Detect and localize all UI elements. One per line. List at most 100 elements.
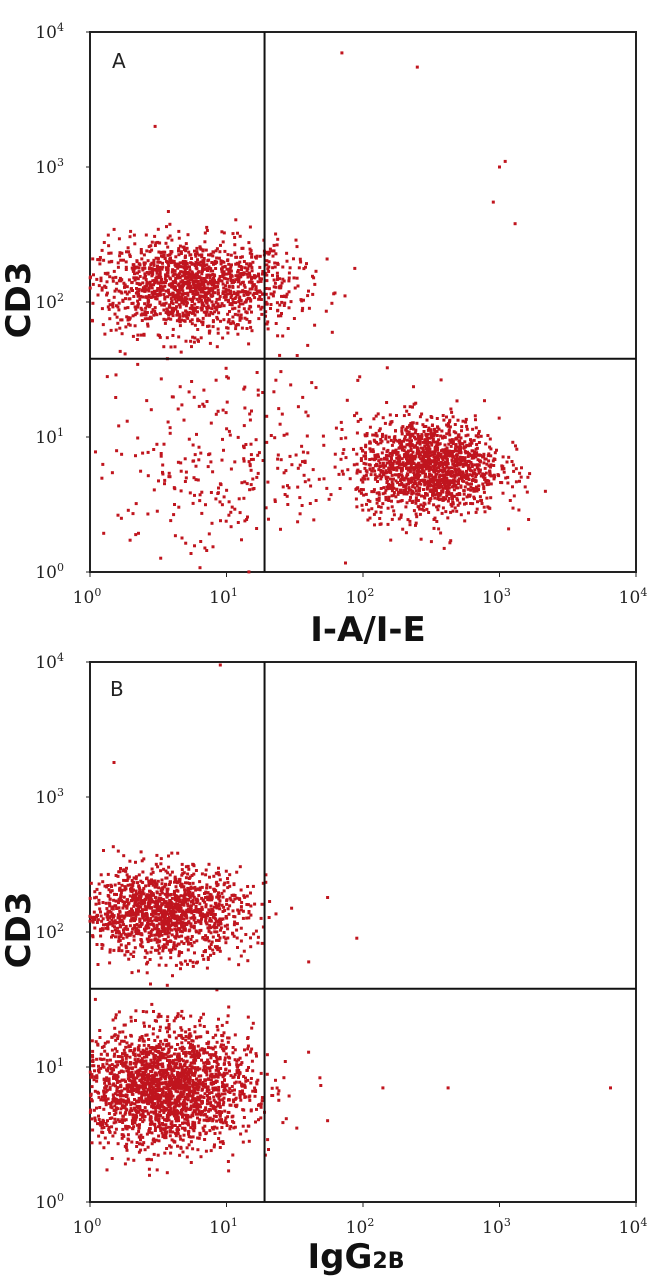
- event-point: [141, 870, 145, 874]
- event-point: [420, 434, 424, 438]
- event-point: [377, 492, 381, 496]
- event-point: [201, 316, 205, 320]
- event-point: [412, 427, 416, 431]
- event-point: [285, 494, 289, 498]
- event-point: [187, 437, 191, 441]
- event-point: [164, 938, 168, 941]
- event-point: [191, 299, 194, 303]
- event-point: [212, 952, 216, 955]
- event-point: [296, 520, 300, 524]
- event-point: [441, 490, 445, 494]
- event-point: [112, 914, 116, 918]
- event-point: [136, 362, 140, 366]
- event-point: [236, 908, 240, 912]
- event-point: [265, 414, 269, 418]
- event-point: [456, 503, 460, 507]
- event-point: [173, 306, 177, 310]
- event-point: [453, 506, 457, 510]
- event-point: [427, 456, 431, 459]
- event-point: [149, 922, 153, 926]
- event-point: [202, 304, 206, 308]
- event-point: [146, 896, 150, 900]
- event-point: [405, 409, 409, 413]
- event-point: [109, 328, 113, 332]
- event-point: [92, 915, 96, 919]
- event-point: [117, 935, 121, 939]
- event-point: [173, 288, 177, 292]
- event-point: [107, 307, 111, 311]
- event-point: [378, 474, 382, 478]
- event-point: [273, 500, 277, 503]
- event-point: [193, 453, 197, 457]
- event-point: [163, 892, 167, 896]
- event-point: [476, 500, 479, 504]
- event-point: [467, 493, 470, 497]
- event-point: [243, 316, 247, 320]
- event-point: [422, 456, 425, 460]
- event-point: [152, 263, 156, 267]
- event-point: [377, 498, 381, 502]
- event-point: [183, 480, 187, 483]
- event-point: [424, 438, 428, 442]
- event-point: [189, 904, 193, 908]
- event-point: [122, 928, 125, 932]
- event-point: [175, 897, 179, 901]
- event-point: [135, 892, 138, 896]
- event-point: [168, 305, 172, 309]
- event-point: [207, 298, 211, 302]
- event-point: [166, 245, 170, 249]
- event-point: [280, 300, 284, 304]
- event-point: [217, 866, 220, 870]
- event-point: [212, 1098, 216, 1102]
- event-point: [463, 450, 467, 453]
- event-point: [205, 307, 209, 311]
- event-point: [139, 879, 143, 883]
- event-point: [202, 259, 206, 263]
- event-point: [200, 1095, 204, 1099]
- x-tick-label: 100: [73, 586, 102, 608]
- event-point: [173, 892, 176, 896]
- event-point: [144, 1059, 148, 1063]
- event-point: [475, 487, 479, 491]
- event-point: [286, 327, 290, 330]
- event-point: [483, 466, 487, 470]
- event-point: [410, 422, 414, 426]
- event-point: [222, 295, 226, 299]
- event-point: [146, 940, 150, 944]
- event-point: [196, 328, 200, 331]
- event-point: [216, 1063, 220, 1066]
- event-point: [216, 285, 220, 288]
- event-point: [149, 933, 153, 937]
- event-point: [215, 297, 219, 301]
- event-point: [228, 884, 232, 888]
- event-point: [157, 940, 161, 944]
- event-point: [103, 912, 107, 916]
- event-point: [483, 457, 487, 461]
- event-point: [100, 286, 104, 290]
- event-point: [179, 295, 183, 299]
- event-point: [319, 1084, 323, 1087]
- event-point: [340, 469, 344, 473]
- event-point: [167, 926, 171, 930]
- event-point: [380, 435, 384, 439]
- event-point: [384, 471, 388, 474]
- event-point: [438, 452, 442, 456]
- event-point: [235, 896, 239, 900]
- event-point: [118, 254, 122, 258]
- event-point: [228, 896, 232, 900]
- event-point: [406, 443, 410, 447]
- event-point: [470, 474, 474, 477]
- event-point: [447, 492, 451, 496]
- event-point: [167, 903, 170, 907]
- event-point: [358, 375, 362, 379]
- event-point: [132, 233, 136, 237]
- event-point: [231, 909, 235, 913]
- event-point: [237, 276, 240, 280]
- event-point: [138, 283, 142, 287]
- event-point: [301, 460, 304, 464]
- event-point: [190, 345, 193, 349]
- event-point: [214, 267, 218, 270]
- event-point: [249, 262, 253, 266]
- event-point: [189, 253, 193, 257]
- event-point: [100, 248, 104, 252]
